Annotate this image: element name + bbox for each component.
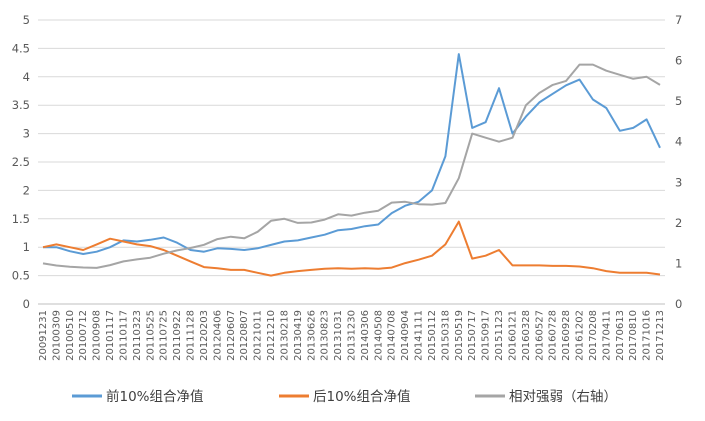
x-tick-label: 20171016 — [642, 310, 653, 361]
x-tick-label: 20121011 — [253, 310, 264, 361]
x-tick-label: 20100510 — [65, 310, 76, 361]
x-tick-label: 20160328 — [521, 310, 532, 361]
legend: 前10%组合净值 后10%组合净值 相对强弱（右轴） — [72, 388, 617, 405]
x-tick-label: 20131230 — [347, 310, 358, 361]
x-tick-label: 20091231 — [38, 310, 49, 361]
x-tick-label: 20120406 — [212, 310, 223, 361]
left-tick-label: 4 — [23, 70, 30, 84]
right-tick-label: 0 — [675, 297, 682, 311]
x-tick-label: 20110323 — [132, 310, 143, 361]
x-tick-label: 20100309 — [51, 310, 62, 361]
x-tick-label: 20130823 — [320, 310, 331, 361]
x-tick-label: 20120203 — [199, 310, 210, 361]
x-tick-label: 20110525 — [145, 310, 156, 361]
left-axis-ticks: 0 0.5 1 1.5 2 2.5 3 3.5 4 4.5 5 — [12, 13, 30, 311]
x-tick-label: 20160728 — [548, 310, 559, 361]
legend-label-2: 后10%组合净值 — [313, 389, 411, 405]
right-tick-label: 1 — [675, 256, 682, 270]
x-tick-label: 20160121 — [507, 310, 518, 361]
x-tick-label: 20110725 — [159, 310, 170, 361]
x-tick-label: 20141111 — [414, 310, 425, 361]
x-tick-label: 20140508 — [373, 310, 384, 361]
x-tick-label: 20170810 — [628, 310, 639, 361]
x-tick-label: 20121210 — [266, 310, 277, 361]
x-tick-label: 20130218 — [279, 310, 290, 361]
series-line-2 — [42, 220, 661, 277]
left-tick-label: 0 — [23, 297, 30, 311]
x-tick-label: 20151123 — [494, 310, 505, 361]
x-tick-label: 20131031 — [333, 310, 344, 361]
x-tick-label: 20100908 — [92, 310, 103, 361]
x-tick-label: 20110922 — [172, 310, 183, 361]
x-tick-label: 20130419 — [293, 310, 304, 361]
x-tick-label: 20150112 — [427, 310, 438, 361]
x-tick-label: 20150519 — [454, 310, 465, 361]
left-tick-label: 2.5 — [12, 155, 30, 169]
x-tick-label: 20101117 — [105, 310, 116, 361]
left-tick-label: 1 — [23, 240, 30, 254]
left-tick-label: 4.5 — [12, 41, 30, 55]
right-axis-ticks: 0 1 2 3 4 5 6 7 — [675, 13, 682, 311]
x-tick-label: 20140306 — [360, 310, 371, 361]
x-tick-label: 20150318 — [440, 310, 451, 361]
series-lines — [42, 53, 661, 277]
left-tick-label: 2 — [23, 183, 30, 197]
right-tick-label: 5 — [675, 94, 682, 108]
right-tick-label: 3 — [675, 175, 682, 189]
x-tick-label: 20170411 — [601, 310, 612, 361]
x-tick-label: 20100712 — [78, 310, 89, 361]
gridlines — [38, 19, 665, 277]
x-tick-label: 20150917 — [481, 310, 492, 361]
x-tick-label: 20111128 — [186, 310, 197, 361]
x-tick-label: 20160527 — [534, 310, 545, 361]
left-tick-label: 0.5 — [12, 269, 30, 283]
x-tick-label: 20130626 — [306, 310, 317, 361]
left-tick-label: 3.5 — [12, 98, 30, 112]
x-axis-ticks: 20091231 20100309 20100510 20100712 20100908… — [38, 310, 666, 361]
left-tick-label: 5 — [23, 13, 30, 27]
x-tick-label: 20170208 — [588, 310, 599, 361]
x-tick-label: 20110117 — [118, 310, 129, 361]
x-tick-label: 20160928 — [561, 310, 572, 361]
left-tick-label: 3 — [23, 127, 30, 141]
series-line-3 — [42, 63, 661, 269]
right-tick-label: 2 — [675, 216, 682, 230]
x-tick-label: 20150717 — [467, 310, 478, 361]
x-tick-label: 20161202 — [575, 310, 586, 361]
x-tick-label: 20170613 — [615, 310, 626, 361]
x-tick-label: 20120807 — [239, 310, 250, 361]
right-tick-label: 6 — [675, 54, 682, 68]
right-tick-label: 4 — [675, 135, 682, 149]
x-tick-label: 20171213 — [655, 310, 666, 361]
x-tick-label: 20140708 — [387, 310, 398, 361]
left-tick-label: 1.5 — [12, 212, 30, 226]
x-tick-label: 20120607 — [226, 310, 237, 361]
x-tick-label: 20140904 — [400, 310, 411, 361]
right-tick-label: 7 — [675, 13, 682, 27]
legend-label-1: 前10%组合净值 — [106, 388, 204, 405]
legend-label-3: 相对强弱（右轴） — [509, 389, 617, 405]
series-line-1 — [43, 53, 661, 255]
